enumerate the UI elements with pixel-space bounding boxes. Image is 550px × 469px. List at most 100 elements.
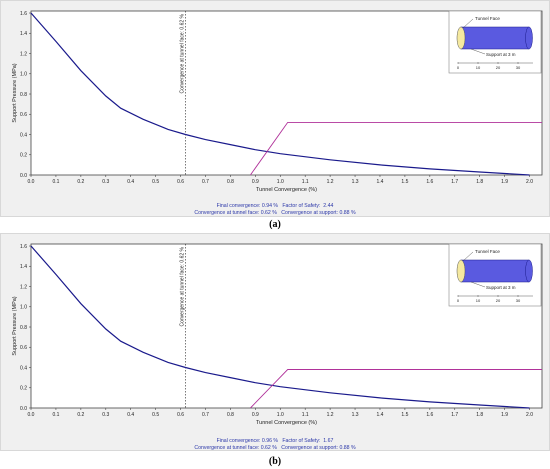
chart-1-x-tick-label: 0.5 [152, 412, 159, 418]
chart-0-x-axis-label: Tunnel Convergence (%) [256, 187, 317, 193]
stats-a: Final convergence: 0.94 % Factor of Safe… [0, 203, 550, 217]
chart-0-support-leader-line [470, 48, 486, 55]
chart-0-y-tick-label: 0.2 [20, 153, 27, 159]
chart-1-y-tick-label: 0.2 [20, 386, 27, 392]
chart-1-y-tick-label: 0.4 [20, 365, 27, 371]
chart-1-x-tick-label: 0.2 [77, 412, 84, 418]
chart-1-face-leader-line [462, 251, 474, 262]
chart-0-x-tick-label: 1.7 [451, 179, 458, 185]
chart-0-x-tick-label: 0.4 [127, 179, 134, 185]
chart-1-tunnel-body [460, 259, 530, 283]
chart-1-support-reaction-curve [250, 369, 542, 409]
chart-b-svg: 0.0 0.1 0.2 0.3 0.4 0.5 0.6 0.7 0.8 0.9 1.0 1.1 1.2 1… [12, 243, 543, 426]
chart-1-x-tick-label: 1.0 [277, 412, 284, 418]
chart-0-x-tick-label: 0.7 [202, 179, 209, 185]
chart-1-scale-tick-label: 20 [496, 298, 501, 303]
chart-0-inset: Tunnel Face Support at 3 m 0 10 20 30 [448, 10, 542, 74]
chart-0-x-tick-label: 1.4 [376, 179, 383, 185]
chart-1-x-axis-label: Tunnel Convergence (%) [256, 420, 317, 426]
chart-1-x-tick-label: 2.0 [526, 412, 533, 418]
chart-1-y-tick-label: 0.6 [20, 345, 27, 351]
chart-0-tunnel-end [525, 26, 533, 50]
chart-1-x-tick-label: 0.1 [52, 412, 59, 418]
chart-1-x-tick-label: 1.1 [302, 412, 309, 418]
chart-1-face-label: Tunnel Face [475, 249, 500, 254]
chart-1-tunnel-face-annotation: Convergence at tunnel face: 0.62 % [180, 246, 186, 326]
stats-a-line2: Convergence at tunnel face: 0.62 % Conve… [194, 210, 356, 216]
chart-0-scale-tick-label: 20 [496, 65, 501, 70]
stats-b-line1: Final convergence: 0.96 % Factor of Safe… [216, 438, 334, 444]
chart-0-y-tick-label: 0.0 [20, 173, 27, 179]
chart-0-x-tick-label: 0.9 [252, 179, 259, 185]
chart-1-x-tick-label: 0.0 [28, 412, 35, 418]
chart-0-x-tick-label: 0.5 [152, 179, 159, 185]
chart-0-scale-tick-label: 10 [476, 65, 481, 70]
chart-0-x-tick-label: 0.3 [102, 179, 109, 185]
chart-1-support-label: Support at 3 m [486, 285, 516, 290]
chart-1-x-tick-label: 0.9 [252, 412, 259, 418]
chart-1-x-tick-label: 0.8 [227, 412, 234, 418]
chart-1-x-tick-label: 1.6 [426, 412, 433, 418]
chart-0-tunnel-face-disk [456, 26, 466, 50]
chart-1-support-leader-line [470, 281, 486, 288]
chart-0-y-tick-label: 1.2 [20, 51, 27, 57]
chart-0-x-tick-label: 0.6 [177, 179, 184, 185]
chart-0-x-tick-label: 1.5 [401, 179, 408, 185]
chart-0-y-tick-label: 1.6 [20, 11, 27, 17]
chart-a-svg: 0.0 0.1 0.2 0.3 0.4 0.5 0.6 0.7 0.8 0.9 1.0 1.1 1.2 1… [12, 10, 543, 193]
chart-0-x-tick-label: 0.0 [28, 179, 35, 185]
chart-1-x-tick-label: 1.7 [451, 412, 458, 418]
chart-0-y-tick-label: 0.4 [20, 132, 27, 138]
chart-0-x-tick-label: 0.2 [77, 179, 84, 185]
chart-1-x-tick-label: 1.4 [376, 412, 383, 418]
chart-1-x-tick-label: 1.8 [476, 412, 483, 418]
chart-1-y-tick-label: 0.8 [20, 325, 27, 331]
chart-0-y-tick-label: 0.6 [20, 112, 27, 118]
chart-0-x-tick-label: 1.3 [352, 179, 359, 185]
chart-1-y-tick-label: 0.0 [20, 406, 27, 412]
chart-0-x-tick-label: 1.0 [277, 179, 284, 185]
chart-0-face-leader-line [462, 18, 474, 29]
chart-1-x-tick-label: 1.3 [352, 412, 359, 418]
chart-0-support-reaction-curve [250, 121, 542, 176]
chart-0-ground-reaction-curve [30, 12, 530, 176]
chart-1-y-tick-label: 1.6 [20, 244, 27, 250]
chart-1-x-tick-label: 1.9 [501, 412, 508, 418]
chart-0-x-tick-label: 1.9 [501, 179, 508, 185]
chart-1-x-tick-label: 0.3 [102, 412, 109, 418]
chart-1-tunnel-face-disk [456, 259, 466, 283]
stats-b-line2: Convergence at tunnel face: 0.62 % Conve… [194, 445, 356, 451]
chart-1-y-tick-label: 1.2 [20, 284, 27, 290]
chart-0-x-tick-label: 2.0 [526, 179, 533, 185]
caption-b: (b) [268, 456, 282, 467]
chart-0-y-tick-label: 0.8 [20, 92, 27, 98]
chart-0-x-tick-label: 1.6 [426, 179, 433, 185]
chart-1-y-axis-label: Support Pressure (MPa) [12, 296, 18, 355]
chart-1-x-tick-label: 1.2 [327, 412, 334, 418]
chart-1-x-tick-label: 1.5 [401, 412, 408, 418]
chart-1-tunnel-end [525, 259, 533, 283]
chart-0-y-tick-label: 1.4 [20, 31, 27, 37]
chart-0-scale-tick-label: 30 [516, 65, 521, 70]
chart-1-scale-tick-label: 0 [457, 298, 460, 303]
chart-1-y-tick-label: 1.0 [20, 305, 27, 311]
chart-1-scale-tick-label: 30 [516, 298, 521, 303]
chart-0-x-tick-label: 1.2 [327, 179, 334, 185]
chart-panel-b: 0.0 0.1 0.2 0.3 0.4 0.5 0.6 0.7 0.8 0.9 1.0 1.1 1.2 1… [0, 233, 550, 451]
chart-0-x-tick-label: 0.1 [52, 179, 59, 185]
chart-0-x-tick-label: 1.1 [302, 179, 309, 185]
chart-1-inset: Tunnel Face Support at 3 m 0 10 20 30 [448, 243, 542, 307]
stats-b: Final convergence: 0.96 % Factor of Safe… [0, 438, 550, 452]
chart-0-y-axis-label: Support Pressure (MPa) [12, 63, 18, 122]
chart-1-x-tick-label: 0.7 [202, 412, 209, 418]
chart-0-support-label: Support at 3 m [486, 52, 516, 57]
chart-panel-a: 0.0 0.1 0.2 0.3 0.4 0.5 0.6 0.7 0.8 0.9 1.0 1.1 1.2 1… [0, 0, 550, 217]
chart-0-y-tick-label: 1.0 [20, 72, 27, 78]
stats-a-line1: Final convergence: 0.94 % Factor of Safe… [216, 203, 334, 209]
chart-1-y-tick-label: 1.4 [20, 264, 27, 270]
chart-0-x-tick-label: 0.8 [227, 179, 234, 185]
chart-0-x-tick-label: 1.8 [476, 179, 483, 185]
chart-1-x-tick-label: 0.6 [177, 412, 184, 418]
chart-1-scale-tick-label: 10 [476, 298, 481, 303]
caption-a: (a) [269, 219, 281, 230]
